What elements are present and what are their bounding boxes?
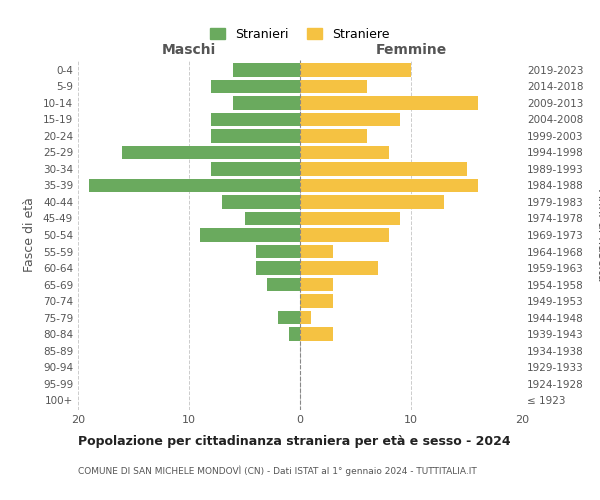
Text: Femmine: Femmine	[376, 42, 446, 56]
Text: Maschi: Maschi	[162, 42, 216, 56]
Text: Popolazione per cittadinanza straniera per età e sesso - 2024: Popolazione per cittadinanza straniera p…	[78, 435, 511, 448]
Bar	[300, 162, 467, 175]
Y-axis label: Fasce di età: Fasce di età	[23, 198, 36, 272]
Bar	[300, 96, 478, 110]
Bar	[89, 179, 300, 192]
Bar	[256, 262, 300, 274]
Bar	[300, 146, 389, 159]
Bar	[233, 96, 300, 110]
Bar	[122, 146, 300, 159]
Bar	[300, 228, 389, 241]
Bar	[211, 80, 300, 93]
Bar	[211, 162, 300, 175]
Text: COMUNE DI SAN MICHELE MONDOVÌ (CN) - Dati ISTAT al 1° gennaio 2024 - TUTTITALIA.: COMUNE DI SAN MICHELE MONDOVÌ (CN) - Dat…	[78, 465, 477, 475]
Bar	[300, 113, 400, 126]
Bar	[289, 328, 300, 340]
Bar	[300, 328, 334, 340]
Y-axis label: Anni di nascita: Anni di nascita	[595, 188, 600, 281]
Bar	[211, 113, 300, 126]
Bar	[233, 64, 300, 76]
Bar	[300, 80, 367, 93]
Bar	[300, 245, 334, 258]
Bar	[300, 130, 367, 142]
Legend: Stranieri, Straniere: Stranieri, Straniere	[206, 24, 394, 44]
Bar	[278, 311, 300, 324]
Bar	[300, 196, 444, 208]
Bar	[266, 278, 300, 291]
Bar	[300, 262, 378, 274]
Bar	[300, 311, 311, 324]
Bar	[222, 196, 300, 208]
Bar	[256, 245, 300, 258]
Bar	[300, 278, 334, 291]
Bar	[245, 212, 300, 225]
Bar	[211, 130, 300, 142]
Bar	[200, 228, 300, 241]
Bar	[300, 179, 478, 192]
Bar	[300, 64, 411, 76]
Bar	[300, 294, 334, 308]
Bar	[300, 212, 400, 225]
